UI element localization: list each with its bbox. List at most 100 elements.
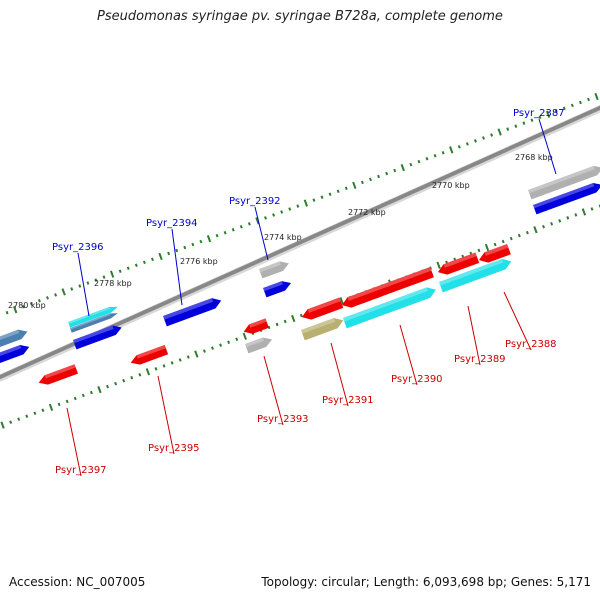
cds-left-bar [0,344,30,363]
tick-label: 2774 kbp [264,233,302,242]
upper-tick [441,151,445,155]
upper-tick [21,304,25,309]
reverse-gene-label: Psyr_2397 [55,465,107,476]
upper-tick [400,163,405,172]
upper-tick [562,106,566,111]
lower-tick [170,361,174,365]
upper-tick [54,293,58,297]
labels: 2768 kbp 2770 kbp 2772 kbp 2774 kbp 2776 kbp… [8,108,565,476]
upper-tick [385,171,389,176]
cds-psyr-2388-bar [478,243,511,263]
feature-psyr-2396-bar [68,306,118,328]
upper-tick [490,133,494,137]
upper-tick [457,145,461,149]
gene-psyr-2392-bar-highlight [259,261,281,273]
forward-leader-line [171,228,183,306]
forward-gene-label: Psyr_2396 [52,242,104,253]
cds-psyr-2390-bar [341,266,434,308]
feature-psyr-2391-olive-highlight [301,317,336,334]
feature-psyr-2396-steel [70,313,118,333]
upper-tick [594,92,599,101]
cds-psyr-2392-bar-highlight [263,281,283,292]
lower-tick [89,390,93,395]
lower-tick [227,340,231,344]
upper-tick [360,180,364,185]
reverse-gene-label: Psyr_2388 [505,339,557,350]
gene-psyr-2392-bar [259,261,289,279]
reverse-leader-line [330,342,349,407]
forward-leader-line [254,206,269,261]
upper-tick [272,213,276,217]
cds-psyr-2391-bar-highlight [307,297,341,313]
upper-tick [206,235,212,243]
upper-tick [167,251,171,256]
lower-tick [17,417,21,421]
cds-psyr-2389-bar-highlight [443,252,477,268]
lower-tick [533,226,538,234]
upper-tick [433,153,437,158]
upper-tick [158,252,163,261]
lower-tick [235,337,239,341]
lower-tick [590,207,594,211]
lower-tick [291,314,296,323]
upper-tick [377,174,381,179]
upper-tick [175,248,179,253]
upper-tick [86,281,90,285]
tick-label: 2778 kbp [94,279,132,288]
reverse-gene-label: Psyr_2389 [454,354,506,365]
lower-tick [202,349,206,353]
lower-tick [558,219,562,223]
lower-tick [267,325,271,330]
lower-tick [581,208,587,216]
lower-tick [25,414,29,418]
genome-title: Pseudomonas syringae pv. syringae B728a,… [97,9,503,24]
gene-psyr-2393-bar-highlight [245,337,265,348]
upper-tick [109,270,115,278]
upper-tick [482,136,485,140]
upper-tick [409,162,413,167]
feature-left-steel-highlight [0,329,20,341]
reverse-leader-line [66,407,82,477]
upper-tick [239,225,243,229]
upper-tick [393,168,397,173]
tick-marks [0,92,600,429]
cds-psyr-2395-bar [130,344,169,365]
reverse-gene-label: Psyr_2391 [322,395,374,406]
upper-tick [5,310,9,315]
lower-tick [275,322,279,327]
upper-tick [344,186,348,191]
lower-tick [145,368,151,376]
gene-psyr-2387-bar-highlight [528,165,595,194]
lower-tick [162,364,166,368]
lower-tick [178,358,182,362]
feature-psyr-2390-cyan-highlight [343,287,428,322]
lower-tick [48,403,54,411]
upper-tick [46,296,49,300]
upper-tick [199,239,203,244]
label-leader-lines [66,118,557,477]
upper-tick [70,287,74,291]
feature-psyr-2389-cyan [439,258,512,293]
lower-tick [501,239,505,244]
upper-tick [522,121,526,125]
lower-tick [114,381,118,386]
reverse-leader-line [263,355,284,426]
feature-psyr-2389-cyan-highlight [439,258,504,286]
lower-tick [33,411,37,416]
tick-label: 2780 kbp [8,301,46,310]
cds-psyr-2397-bar-highlight [44,364,76,379]
lower-tick [550,222,554,226]
upper-tick [369,177,372,182]
lower-tick [525,230,529,235]
features [0,165,600,385]
lower-tick [57,402,61,407]
reverse-leader-line [467,305,481,366]
lower-tick [477,248,481,253]
upper-tick [312,198,316,202]
cds-psyr-2394-bar [163,298,222,327]
cds-left-bar-highlight [0,344,22,357]
genome-summary-text: Topology: circular; Length: 6,093,698 bp… [261,575,591,589]
gene-psyr-2393-bar [245,337,273,354]
